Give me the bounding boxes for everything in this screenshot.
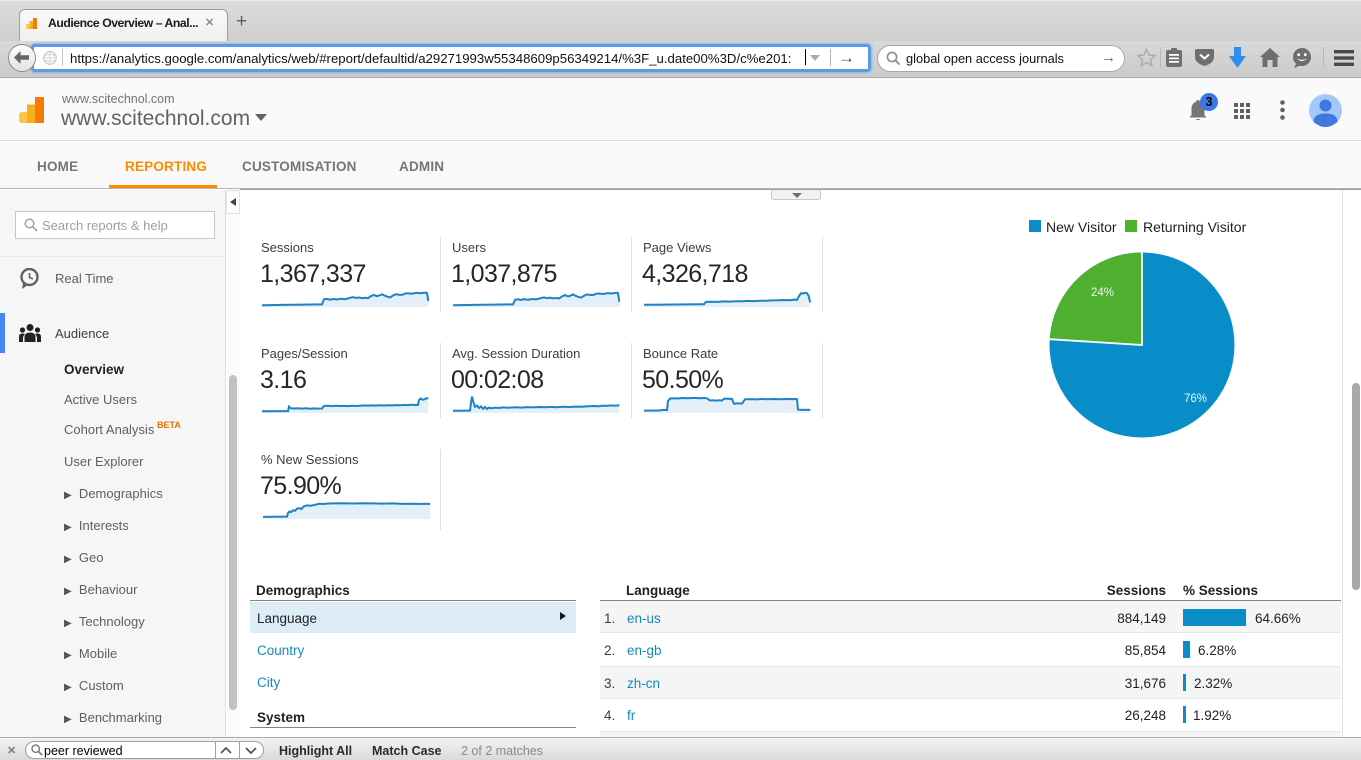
svg-text:24%: 24%: [1091, 287, 1114, 299]
svg-text:76%: 76%: [1184, 393, 1207, 405]
